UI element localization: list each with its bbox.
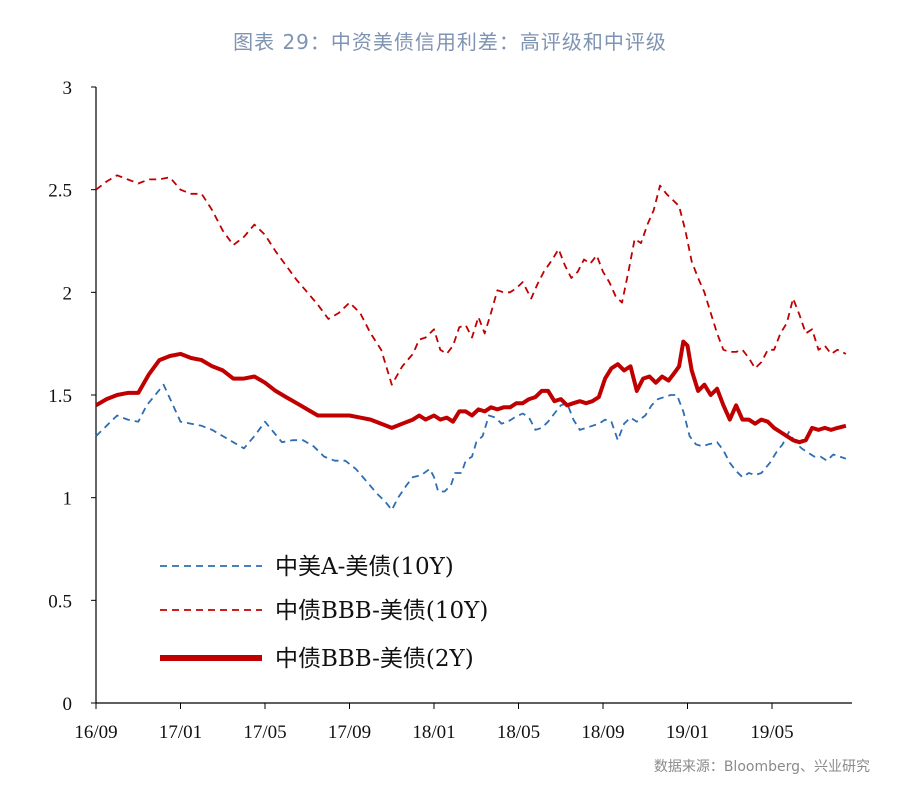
x-tick-label: 18/05 [497, 722, 540, 743]
chart-series [94, 174, 847, 511]
x-tick-label: 17/09 [328, 722, 371, 743]
y-tick-label: 3 [63, 78, 73, 99]
y-tick-label: 1.5 [48, 386, 72, 407]
y-tick-label: 0 [63, 694, 73, 715]
y-tick-label: 1 [63, 489, 73, 510]
x-tick-label: 18/09 [581, 722, 624, 743]
x-tick-label: 17/01 [159, 722, 202, 743]
x-tick-label: 18/01 [412, 722, 455, 743]
y-axis-ticks: 0 0.5 1 1.5 2 2.5 3 [48, 78, 96, 715]
x-axis-ticks: 16/09 17/01 17/05 17/09 18/01 18/05 18/09 19/01… [74, 703, 794, 743]
y-tick-label: 0.5 [48, 591, 72, 612]
y-tick-label: 2 [63, 283, 73, 304]
chart-title: 图表 29：中资美债信用利差：高评级和中评级 [233, 30, 667, 54]
legend-label-2: 中债BBB-美债(2Y) [275, 646, 474, 672]
x-tick-label: 16/09 [74, 722, 117, 743]
legend-label-0: 中美A-美债(10Y) [275, 554, 454, 580]
legend-label-1: 中债BBB-美债(10Y) [275, 598, 488, 624]
series-line-2 [94, 339, 847, 445]
series-line-0 [95, 383, 847, 511]
y-tick-label: 2.5 [48, 181, 72, 202]
source-note: 数据来源：Bloomberg、兴业研究 [653, 759, 870, 775]
x-tick-label: 19/01 [666, 722, 709, 743]
x-tick-label: 17/05 [243, 722, 286, 743]
legend: 中美A-美债(10Y) 中债BBB-美债(10Y) 中债BBB-美债(2Y) [160, 554, 488, 672]
series-line-1 [95, 174, 847, 386]
x-tick-label: 19/05 [750, 722, 793, 743]
